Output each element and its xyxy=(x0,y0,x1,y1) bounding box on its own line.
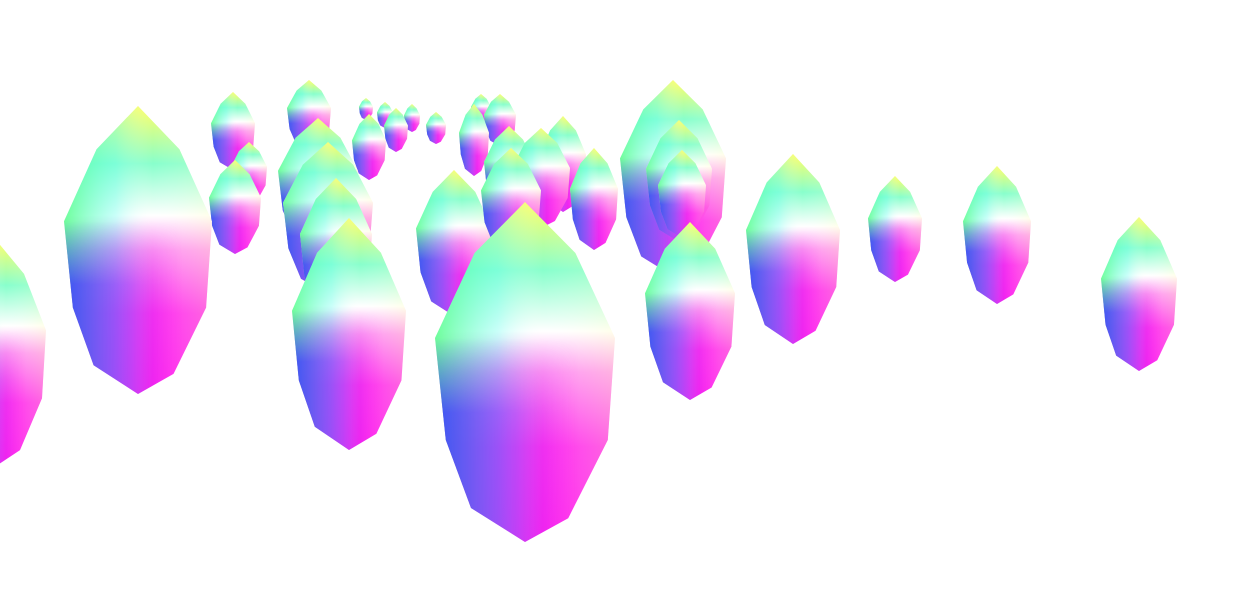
crystal-right-6 xyxy=(963,166,1031,304)
crystal-front-edge xyxy=(0,240,46,466)
crystal-right-4 xyxy=(746,154,840,344)
crystal-right-7 xyxy=(1101,217,1177,371)
crystal-far-4 xyxy=(426,112,446,144)
crystal-front-left xyxy=(64,106,212,394)
crystal-right-5 xyxy=(868,176,922,282)
